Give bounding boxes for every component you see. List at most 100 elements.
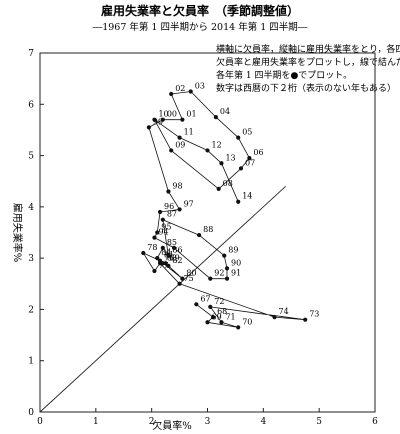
data-label: 88	[203, 225, 213, 234]
data-label: 11	[184, 128, 194, 137]
data-point	[194, 302, 199, 307]
data-label: 72	[214, 297, 224, 306]
data-label: 99	[153, 117, 163, 126]
data-point	[180, 276, 185, 281]
data-point	[160, 117, 165, 122]
data-point	[166, 253, 171, 258]
y-tick-label: 5	[28, 152, 34, 162]
y-tick-label: 3	[28, 254, 34, 264]
data-point	[224, 276, 230, 281]
data-label: 90	[231, 258, 241, 267]
data-point	[157, 258, 163, 263]
note-line-4: 数字は西暦の下２桁（表示のない年もある）	[216, 82, 396, 94]
data-point	[146, 125, 151, 130]
data-point	[236, 325, 241, 330]
data-point	[236, 199, 241, 204]
data-point	[210, 315, 216, 320]
data-point	[152, 268, 157, 274]
data-label: 05	[242, 128, 252, 137]
data-point	[205, 320, 210, 325]
data-point	[160, 217, 165, 222]
x-tick-label: 6	[372, 417, 378, 427]
data-point	[157, 209, 163, 215]
data-label: 74	[279, 307, 289, 316]
data-point	[236, 135, 241, 140]
data-label: 06	[253, 148, 263, 157]
data-label: 02	[175, 84, 185, 93]
x-tick-label: 1	[93, 417, 99, 427]
data-label: 07	[245, 158, 255, 167]
series-line	[142, 91, 306, 328]
data-point	[160, 261, 165, 266]
data-point	[166, 263, 171, 268]
y-tick-label: 1	[28, 357, 34, 367]
data-point	[224, 266, 230, 271]
data-point	[171, 245, 177, 250]
data-point	[272, 315, 277, 320]
x-tick-label: 5	[316, 417, 322, 427]
data-point	[238, 166, 244, 171]
data-label: 76	[164, 253, 174, 262]
data-label: 80	[186, 269, 196, 278]
data-label: 77	[158, 261, 168, 270]
data-label: 85	[167, 238, 177, 247]
data-label: 82	[172, 256, 182, 265]
x-tick-label: 2	[149, 417, 155, 427]
data-point	[222, 253, 227, 258]
data-label: 92	[214, 269, 224, 278]
data-label: 95	[161, 223, 171, 232]
data-label: 12	[212, 140, 222, 149]
data-point	[177, 135, 182, 140]
y-tick-label: 2	[28, 305, 34, 315]
data-label: 98	[172, 181, 182, 190]
data-label: 67	[200, 294, 210, 303]
data-label: 00	[167, 110, 177, 119]
data-label: 91	[231, 269, 241, 278]
data-label: 14	[242, 192, 252, 201]
data-label: 86	[172, 246, 182, 255]
data-point	[160, 245, 165, 250]
note-line-3: 各年第 1 四半期を●でプロット。	[216, 69, 352, 81]
data-label: 03	[195, 81, 205, 90]
data-label: 09	[175, 140, 185, 149]
y-tick-label: 6	[28, 100, 34, 110]
data-label: 04	[220, 107, 230, 116]
data-point	[303, 317, 308, 322]
data-label: 84	[161, 248, 171, 257]
data-point	[188, 89, 193, 94]
data-label: 01	[186, 110, 196, 119]
data-point	[166, 189, 171, 194]
reference-line-y-equals-x	[39, 186, 286, 413]
data-label: 73	[309, 310, 319, 319]
data-point	[247, 156, 252, 161]
data-point	[213, 115, 218, 120]
data-point	[141, 250, 146, 256]
data-point	[205, 148, 210, 153]
x-tick-label: 4	[260, 417, 266, 427]
x-tick-label: 0	[37, 417, 43, 427]
y-tick-label: 0	[28, 408, 34, 418]
data-point	[152, 235, 157, 240]
data-point	[169, 91, 174, 97]
data-label: 08	[223, 179, 233, 188]
data-point	[219, 161, 224, 166]
data-label: 69	[212, 312, 222, 321]
data-point	[180, 117, 185, 122]
data-label: 94	[158, 228, 168, 237]
note-line-2: 欠員率と雇用失業率をプロットし，線で結んだもの。	[216, 56, 400, 68]
data-label: 97	[184, 199, 194, 208]
data-label: 70	[242, 317, 252, 326]
y-axis-label: 雇用失業率%	[11, 203, 24, 263]
data-point	[197, 232, 202, 238]
data-point	[208, 304, 213, 309]
chart-title: 雇用失業率と欠員率 （季節調整値）	[101, 3, 299, 18]
data-point	[208, 276, 213, 281]
data-point	[155, 230, 160, 235]
y-tick-label: 7	[28, 49, 34, 59]
x-axis-label: 欠員率%	[152, 419, 192, 432]
data-point	[177, 207, 182, 212]
data-label: 87	[167, 210, 177, 219]
data-label: 10	[158, 110, 168, 119]
data-label: 71	[225, 312, 235, 321]
